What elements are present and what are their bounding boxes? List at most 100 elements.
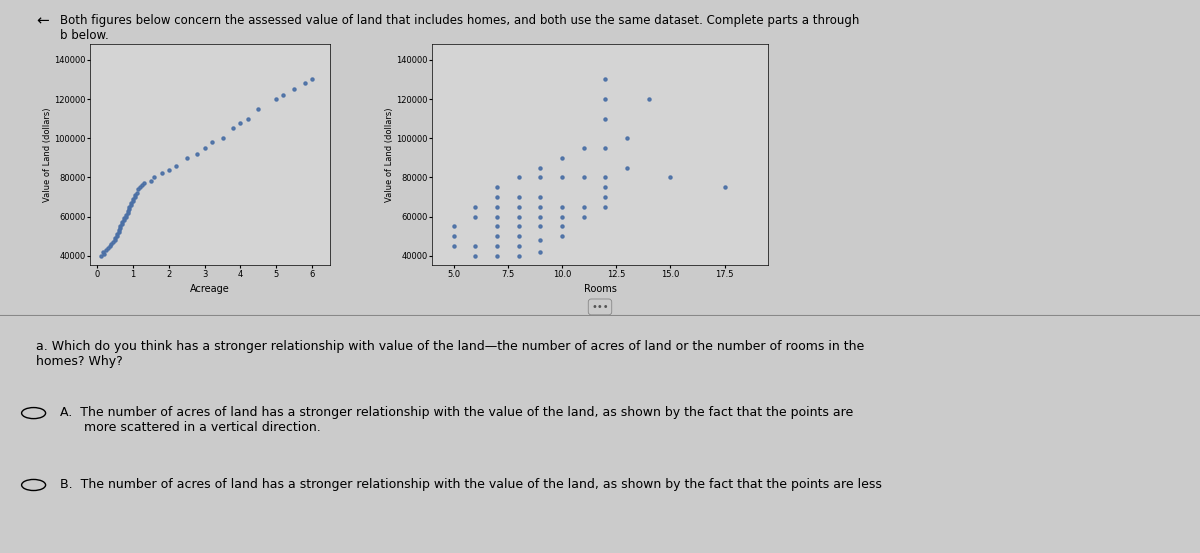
Point (552, 232, 571, 241)
Point (116, 210, 136, 219)
Point (248, 105, 268, 113)
Point (552, 222, 571, 231)
Point (124, 195, 143, 204)
Point (145, 173, 164, 182)
Point (596, 95, 616, 103)
Point (574, 144, 593, 153)
Point (596, 173, 616, 182)
Point (530, 202, 550, 211)
Point (109, 226, 128, 234)
Point (640, 95, 659, 103)
Point (487, 212, 506, 221)
Point (509, 212, 528, 221)
X-axis label: Rooms: Rooms (583, 284, 617, 294)
Point (661, 173, 680, 182)
Point (116, 212, 136, 221)
Point (596, 182, 616, 191)
Point (121, 200, 140, 209)
Point (552, 153, 571, 162)
Point (125, 192, 144, 201)
Point (509, 232, 528, 241)
Point (487, 192, 506, 201)
Point (188, 149, 208, 158)
Point (596, 75, 616, 84)
Point (121, 199, 140, 207)
Point (444, 232, 463, 241)
Point (223, 124, 242, 133)
Point (444, 242, 463, 251)
Point (487, 182, 506, 191)
Point (574, 202, 593, 211)
Point (107, 232, 126, 241)
Point (530, 192, 550, 201)
Point (196, 144, 215, 153)
Point (109, 228, 128, 237)
Point (118, 208, 137, 217)
Point (509, 251, 528, 260)
Text: A.  The number of acres of land has a stronger relationship with the value of th: A. The number of acres of land has a str… (60, 406, 853, 435)
Point (103, 238, 122, 247)
Point (618, 163, 637, 172)
Point (530, 222, 550, 231)
Point (106, 236, 125, 244)
Point (114, 214, 133, 223)
Text: •••: ••• (592, 302, 608, 312)
Point (96, 246, 115, 254)
Point (238, 114, 257, 123)
Point (167, 161, 186, 170)
Point (113, 218, 132, 227)
Point (618, 134, 637, 143)
Point (202, 138, 221, 147)
Point (100, 242, 119, 251)
Point (110, 222, 130, 231)
Point (118, 206, 137, 215)
Point (552, 212, 571, 221)
Point (92, 247, 112, 256)
Point (302, 75, 322, 84)
Point (530, 173, 550, 182)
Point (552, 202, 571, 211)
Point (142, 177, 161, 186)
Point (120, 204, 139, 213)
Point (466, 242, 485, 251)
Point (509, 242, 528, 251)
Point (509, 202, 528, 211)
Point (120, 202, 139, 211)
Point (466, 212, 485, 221)
Point (274, 91, 293, 100)
Text: Both figures below concern the assessed value of land that includes homes, and b: Both figures below concern the assessed … (60, 14, 859, 42)
Point (574, 173, 593, 182)
Point (124, 196, 143, 205)
X-axis label: Acreage: Acreage (190, 284, 230, 294)
Point (295, 79, 314, 88)
Point (574, 212, 593, 221)
Point (102, 239, 121, 248)
Point (509, 173, 528, 182)
Point (596, 144, 616, 153)
Point (212, 134, 232, 143)
Point (125, 191, 144, 200)
Point (160, 165, 179, 174)
Point (596, 192, 616, 201)
Point (530, 163, 550, 172)
Point (91, 251, 110, 260)
Point (113, 220, 132, 229)
Point (95, 249, 114, 258)
Text: B.  The number of acres of land has a stronger relationship with the value of th: B. The number of acres of land has a str… (60, 478, 882, 492)
Y-axis label: Value of Land (dollars): Value of Land (dollars) (42, 108, 52, 202)
Point (230, 118, 250, 127)
Point (509, 222, 528, 231)
Point (487, 232, 506, 241)
Point (466, 251, 485, 260)
Point (487, 222, 506, 231)
Y-axis label: Value of Land (dollars): Value of Land (dollars) (384, 108, 394, 202)
Point (131, 182, 150, 191)
Point (266, 95, 286, 103)
Point (552, 173, 571, 182)
Point (444, 222, 463, 231)
Text: ←: ← (36, 14, 49, 29)
Point (98, 243, 118, 252)
Point (715, 182, 734, 191)
Point (466, 202, 485, 211)
Point (596, 202, 616, 211)
